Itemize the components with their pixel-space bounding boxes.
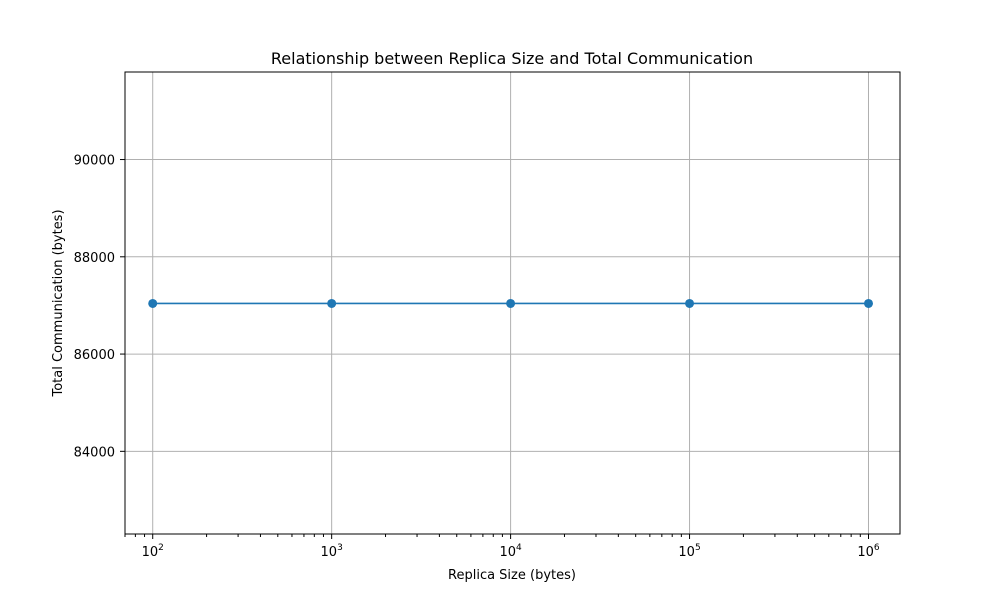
y-tick-label: 86000 bbox=[74, 348, 115, 363]
x-tick-base: 10 bbox=[857, 545, 874, 560]
series-layer bbox=[148, 298, 873, 308]
data-point bbox=[327, 298, 337, 308]
x-tick-exponent: 4 bbox=[516, 543, 522, 553]
x-axis-label: Replica Size (bytes) bbox=[448, 568, 576, 583]
x-tick-base: 10 bbox=[678, 545, 695, 560]
x-tick-base: 10 bbox=[321, 545, 338, 560]
data-point bbox=[148, 298, 158, 308]
plot-frame bbox=[124, 71, 901, 535]
x-tick-label: 102 bbox=[142, 543, 164, 560]
x-tick-exponent: 3 bbox=[337, 543, 343, 553]
y-axis-label: Total Communication (bytes) bbox=[51, 209, 66, 397]
data-point bbox=[863, 298, 873, 308]
y-tick-label: 88000 bbox=[74, 251, 115, 266]
data-point bbox=[685, 298, 695, 308]
x-tick-exponent: 2 bbox=[158, 543, 164, 553]
x-tick-exponent: 5 bbox=[695, 543, 701, 553]
x-tick-label: 106 bbox=[857, 543, 880, 560]
x-tick-exponent: 6 bbox=[874, 543, 880, 553]
data-point bbox=[506, 298, 516, 308]
x-tick-base: 10 bbox=[499, 545, 516, 560]
x-tick-label: 105 bbox=[678, 543, 700, 560]
y-tick-label: 90000 bbox=[74, 154, 115, 169]
x-tick-base: 10 bbox=[142, 545, 159, 560]
x-tick-label: 104 bbox=[499, 543, 522, 560]
chart-title: Relationship between Replica Size and To… bbox=[271, 49, 753, 68]
x-tick-label: 103 bbox=[321, 543, 343, 560]
y-tick-label: 84000 bbox=[74, 445, 115, 460]
